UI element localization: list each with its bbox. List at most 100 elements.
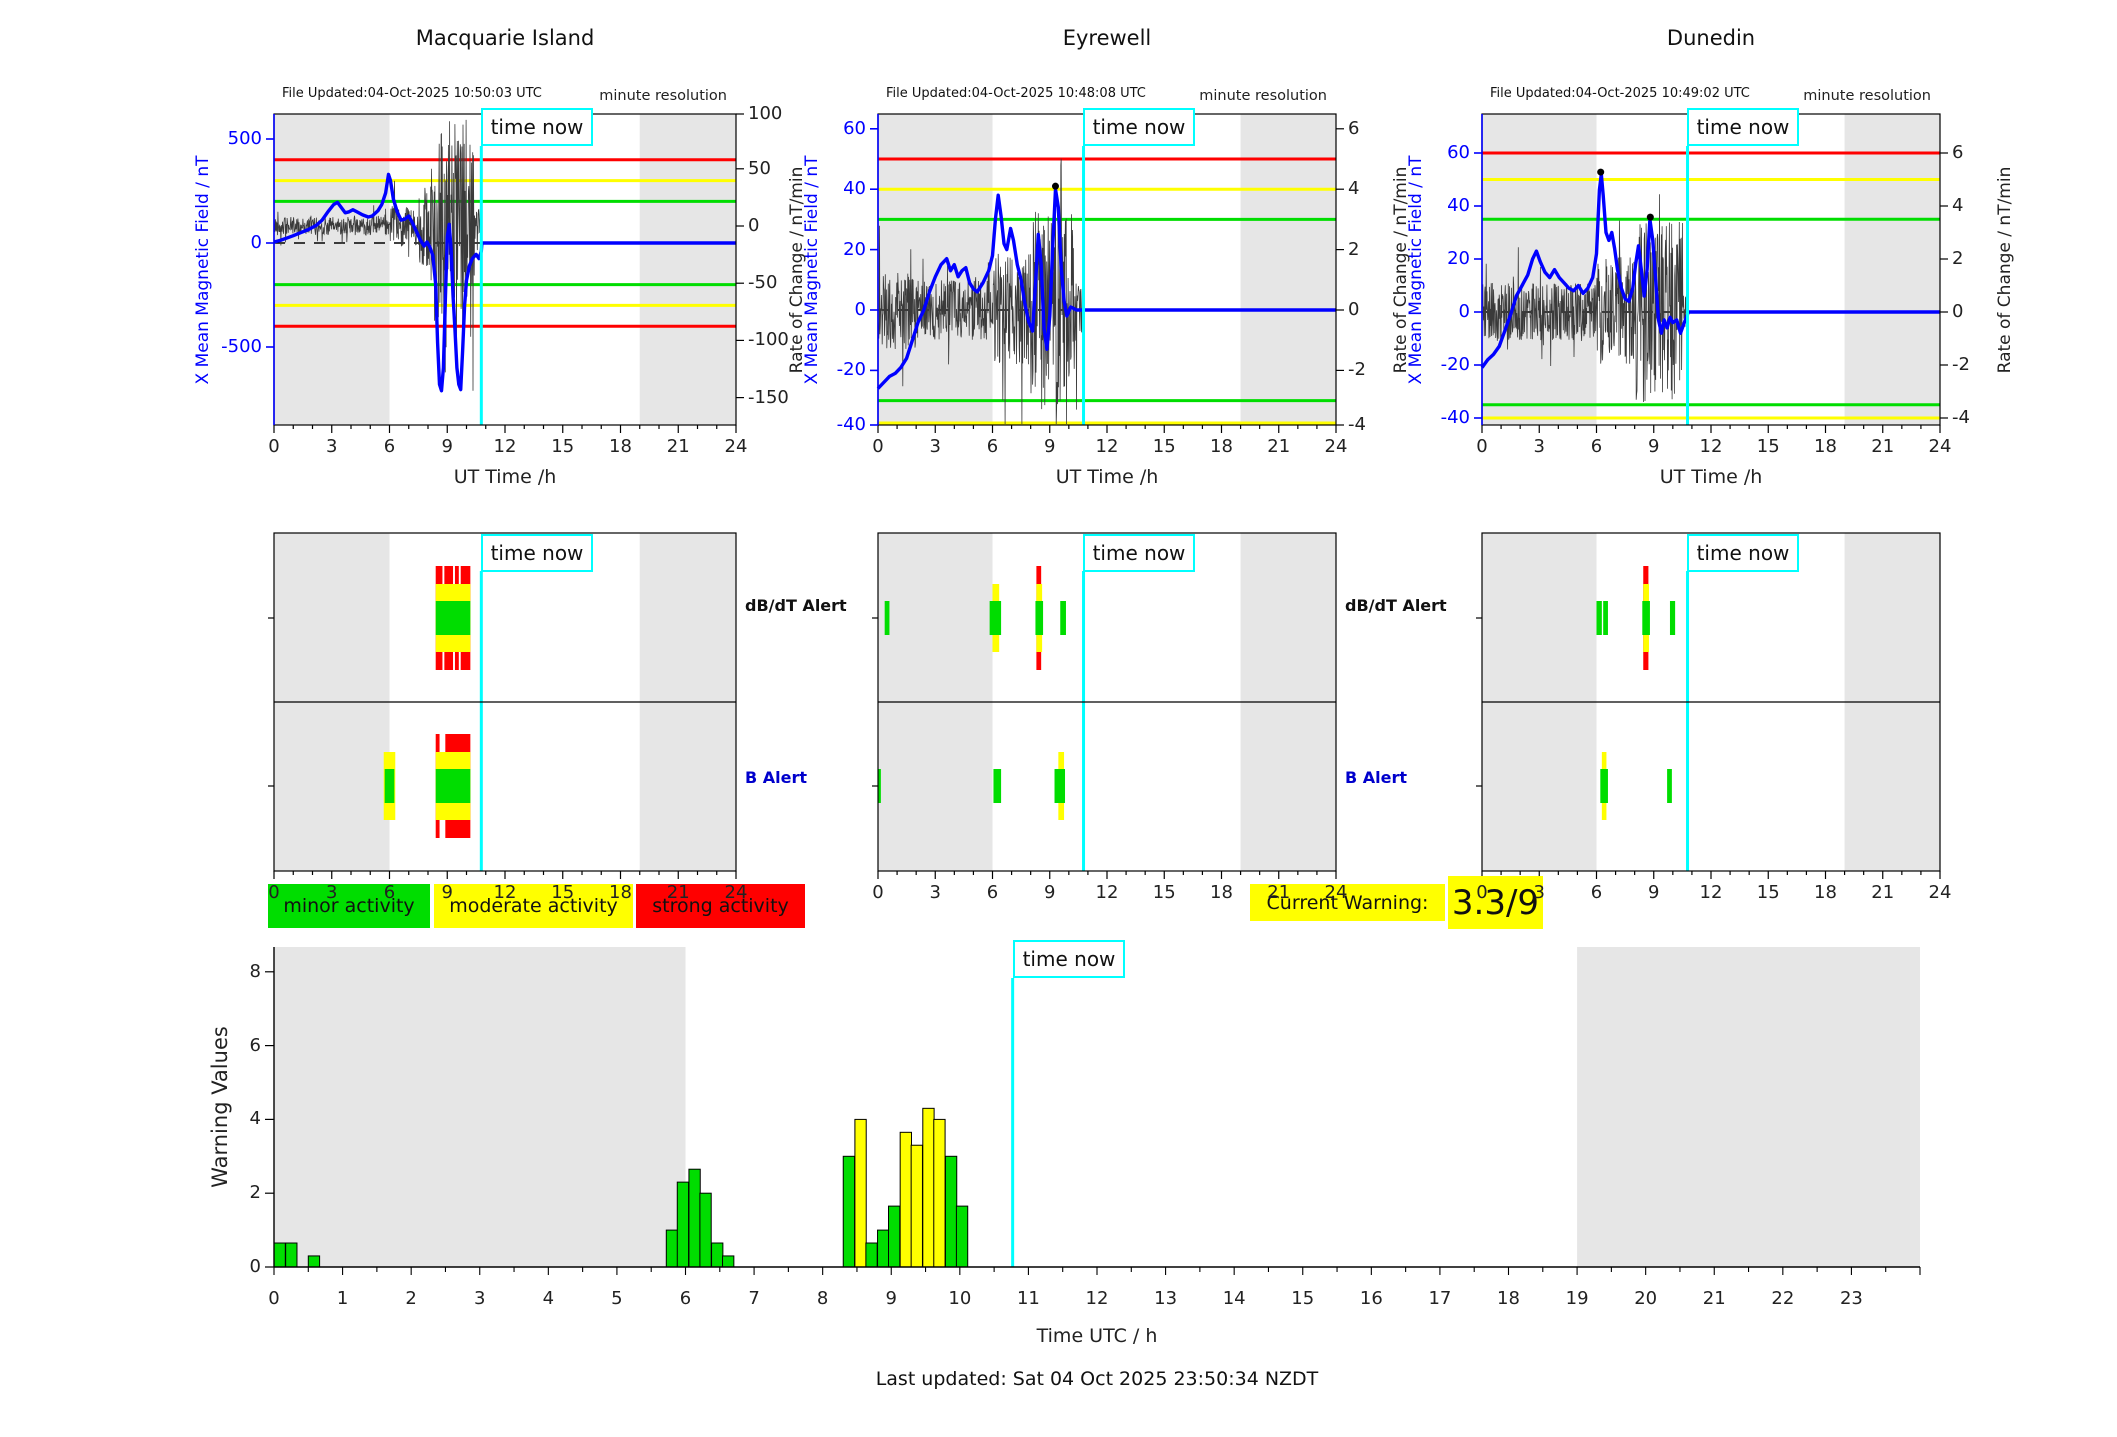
time-now-text: time now [1022, 947, 1116, 971]
alert-band-green [884, 601, 890, 635]
field-line [1480, 172, 1940, 369]
y-tick-label-left: -500 [221, 336, 262, 357]
x-tick-label: 3 [1533, 882, 1545, 903]
x-tick-label: 0 [872, 882, 884, 903]
time-now-text: time now [1092, 115, 1186, 139]
warning-values-axis-label: Warning Values [208, 1026, 232, 1188]
alert-band-green [1600, 769, 1608, 803]
x-tick-label: 0 [872, 436, 884, 457]
warning-bar [955, 1205, 969, 1268]
y-tick-label-right: -4 [1348, 414, 1366, 435]
b-alert-label: B Alert [1345, 768, 1408, 787]
y-tick-label-left: 40 [843, 178, 866, 200]
field-line [876, 187, 1336, 390]
x-tick-label: 0 [268, 882, 280, 903]
x-tick-label: 0 [1476, 436, 1488, 457]
x-tick-label: 21 [1267, 882, 1291, 903]
x-tick-label: 18 [1210, 436, 1233, 457]
y-tick-label-left: -40 [1440, 407, 1470, 428]
x-tick-label: 12 [1699, 882, 1723, 903]
y-tick-label: 4 [249, 1108, 261, 1130]
y-tick-label-right: 4 [1348, 178, 1360, 200]
x-tick-label: 20 [1634, 1288, 1658, 1309]
x-tick-label: 12 [493, 882, 517, 903]
y-tick-label-left: 0 [250, 232, 262, 253]
x-tick-label: 21 [1702, 1288, 1726, 1309]
gray-band [1844, 114, 1940, 425]
resolution-note-eyrewell: minute resolution [1199, 88, 1327, 104]
x-tick-label: 7 [748, 1288, 760, 1309]
gray-band [639, 114, 736, 425]
x-tick-label: 18 [609, 882, 632, 903]
x-tick-label: 24 [1928, 882, 1952, 903]
legend-moderate-label: moderate activity [449, 895, 618, 917]
station-title-eyrewell: Eyrewell [1062, 26, 1152, 50]
y-tick-label-right: 4 [1952, 195, 1964, 216]
x-tick-label: 9 [441, 882, 453, 903]
x-tick-label: 2 [405, 1288, 417, 1309]
warning-bar [910, 1144, 923, 1268]
y-tick-label-left: -20 [1440, 354, 1470, 375]
x-tick-label: 18 [609, 436, 632, 457]
time-now-flag: time now [1687, 108, 1799, 146]
x-tick-label: 6 [1590, 436, 1603, 457]
alert-band-green [435, 601, 471, 635]
x-tick-label: 21 [666, 436, 690, 457]
gray-band [1240, 114, 1336, 425]
legend-moderate-activity: moderate activity [434, 884, 633, 928]
b-alert-label: B Alert [745, 768, 808, 787]
alert-band-green [1669, 601, 1676, 635]
warning-bar [842, 1155, 856, 1268]
warning-bar [888, 1205, 901, 1268]
warning-bar [273, 1242, 286, 1268]
y-tick-label-right: -2 [1348, 359, 1366, 381]
x-tick-label: 14 [1222, 1288, 1246, 1309]
x-tick-label: 13 [1154, 1288, 1178, 1309]
legend-minor-label: minor activity [283, 895, 415, 917]
alert-band-green [1667, 769, 1672, 803]
x-tick-label: 3 [474, 1288, 486, 1309]
last-updated-text: Last updated: Sat 04 Oct 2025 23:50:34 N… [875, 1368, 1319, 1390]
alert-band-green [878, 769, 881, 803]
x-tick-label: 15 [1152, 436, 1176, 457]
warning-bar [699, 1192, 712, 1268]
current-warning-number: 3.3/9 [1451, 882, 1540, 923]
y-axis-label-field-dunedin: X Mean Magnetic Field / nT [1406, 155, 1426, 385]
legend-strong-activity: strong activity [636, 884, 805, 928]
alert-band-green [1054, 769, 1066, 803]
warning-bar [854, 1118, 867, 1268]
warning-bar [307, 1255, 321, 1268]
dbdt-alert-label: dB/dT Alert [1345, 596, 1447, 615]
y-tick-label-right: 100 [748, 103, 783, 124]
x-tick-label: 16 [1359, 1288, 1383, 1309]
warning-bar [922, 1107, 935, 1268]
x-tick-label: 15 [1152, 882, 1176, 903]
x-tick-label: 8 [816, 1288, 829, 1309]
file-updated-dunedin: File Updated:04-Oct-2025 10:49:02 UTC [1490, 86, 1750, 101]
warning-bar [865, 1242, 878, 1268]
y-tick-label-right: -4 [1952, 407, 1970, 428]
x-tick-label: 10 [948, 1288, 972, 1309]
alert-band-green [384, 769, 395, 803]
marker-dot [1646, 213, 1654, 221]
file-updated-macquarie: File Updated:04-Oct-2025 10:50:03 UTC [282, 86, 542, 101]
y-axis-label-field-eyrewell: X Mean Magnetic Field / nT [802, 155, 822, 385]
x-tick-label: 0 [1476, 882, 1488, 903]
y-tick-label-right: 0 [1952, 301, 1964, 322]
x-tick-label: 6 [383, 882, 396, 903]
alert-band-green [1642, 601, 1650, 635]
gray-band [878, 114, 993, 425]
x-tick-label: 11 [1016, 1288, 1040, 1309]
x-tick-label: 3 [1533, 436, 1545, 457]
x-tick-label: 15 [1291, 1288, 1315, 1309]
station-title-dunedin: Dunedin [1666, 26, 1756, 50]
x-tick-label: 18 [1814, 882, 1837, 903]
x-tick-label: 4 [542, 1288, 555, 1309]
y-tick-label-right: 0 [1348, 299, 1360, 320]
resolution-note-macquarie: minute resolution [599, 88, 727, 104]
gray-band [274, 947, 686, 1267]
x-tick-label: 9 [885, 1288, 897, 1309]
time-now-flag: time now [481, 534, 593, 572]
alert-band-green [1596, 601, 1602, 635]
